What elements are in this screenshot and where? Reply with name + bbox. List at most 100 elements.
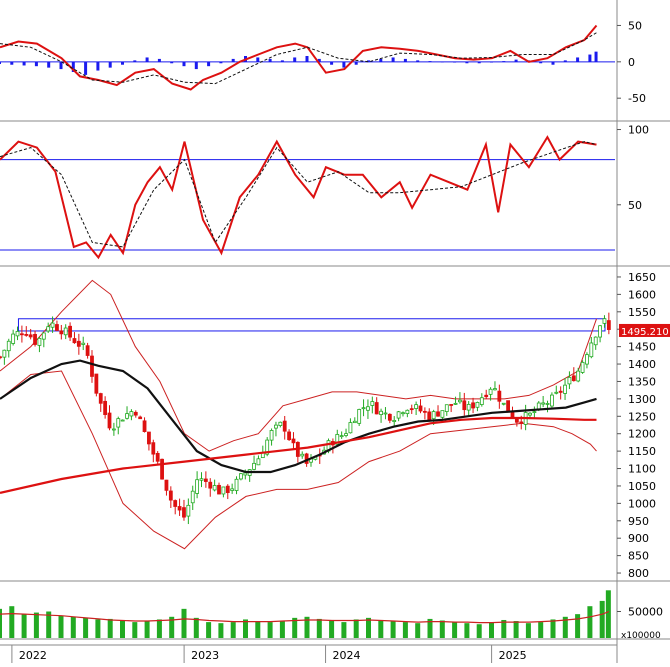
macd-hist-bar [576, 57, 580, 62]
volume-bar [439, 620, 445, 638]
ytick-label-price: 1150 [628, 445, 656, 458]
candle-body [164, 479, 169, 491]
candle-body [151, 442, 156, 455]
candle-body [602, 318, 607, 324]
candle-body [585, 354, 589, 365]
candle-body [2, 349, 7, 358]
candle-body [484, 394, 489, 398]
volume-bar [605, 590, 611, 638]
macd-hist-bar [490, 61, 493, 63]
candle-body [348, 422, 353, 434]
volume-bar [513, 621, 519, 638]
candle-body [405, 409, 410, 414]
ytick-label-price: 1100 [628, 463, 656, 476]
candle-body [173, 500, 178, 507]
candle-body [379, 410, 383, 415]
x-axis-label: 2022 [19, 649, 47, 662]
volume-bar [378, 619, 384, 638]
macd-hist-bar [477, 61, 481, 64]
candle-body [20, 333, 24, 336]
candle-body [81, 342, 86, 345]
candle-body [453, 402, 458, 405]
candle-body [168, 490, 173, 501]
candle-body [63, 327, 68, 336]
ytick-label-price: 1350 [628, 375, 656, 388]
candle-body [129, 411, 134, 417]
macd-hist-bar [354, 61, 358, 65]
candle-body [598, 325, 602, 338]
candle-body [24, 334, 29, 336]
candle-body [28, 334, 33, 338]
candle-body [291, 438, 296, 444]
candle-body [545, 403, 550, 405]
candle-body [195, 479, 200, 494]
macd-hist-bar [256, 57, 260, 62]
candle-body [554, 391, 559, 394]
candle-body [357, 409, 362, 424]
candle-body [15, 331, 20, 337]
candle-body [98, 393, 103, 404]
macd-hist-bar [84, 61, 88, 75]
macd-hist-bar [416, 60, 420, 62]
candle-body [401, 412, 405, 415]
candle-body [550, 394, 554, 407]
candle-body [567, 376, 572, 385]
candle-body [396, 411, 401, 419]
volume-bar [230, 622, 236, 638]
candle-body [217, 484, 221, 495]
volume-bar [562, 616, 568, 638]
macd-hist-bar [47, 61, 51, 68]
ytick-label-price: 1600 [628, 288, 656, 301]
volume-bar [415, 623, 421, 638]
candle-body [339, 435, 344, 438]
candle-body [479, 397, 484, 405]
candle-body [282, 420, 287, 432]
volume-bar [550, 619, 556, 638]
volume-bar [70, 616, 76, 638]
candle-body [418, 405, 423, 412]
ytick-label-price: 900 [628, 532, 649, 545]
volume-bar [255, 621, 261, 638]
ytick-label-price: 1550 [628, 306, 656, 319]
candle-body [41, 332, 46, 340]
macd-hist-bar [157, 58, 161, 62]
macd-hist-bar [502, 61, 506, 62]
candle-body [147, 431, 151, 445]
ytick-label-price: 1250 [628, 410, 656, 423]
macd-hist-bar [96, 61, 100, 71]
candle-body [274, 424, 278, 429]
ytick-label-price: 1400 [628, 358, 656, 371]
candle-body [571, 375, 576, 382]
macd-hist-bar [514, 59, 518, 62]
candle-body [387, 413, 392, 421]
candle-body [440, 410, 445, 418]
macd-hist-bar [305, 56, 309, 62]
candle-body [466, 403, 471, 411]
macd-hist-bar [379, 58, 383, 62]
macd-hist-bar [280, 60, 284, 62]
candle-body [383, 412, 388, 415]
volume-bar [402, 622, 408, 638]
macd-hist-bar [428, 61, 432, 62]
candle-body [576, 370, 581, 382]
macd-hist-bar [440, 61, 444, 63]
candle-body [501, 402, 506, 405]
candle-body [558, 390, 563, 393]
price-ma_long-line [0, 416, 597, 494]
candle-body [142, 420, 147, 432]
macd-hist-bar [231, 58, 235, 62]
candle-body [0, 356, 2, 359]
candle-body [199, 478, 204, 481]
macd-hist-bar [403, 58, 407, 62]
volume-bar [501, 619, 507, 638]
volume-bar [476, 624, 482, 638]
ytick-label-price: 1050 [628, 480, 656, 493]
macd-signal-line [0, 32, 597, 85]
candle-body [497, 390, 502, 402]
candle-body [182, 507, 186, 518]
ytick-label-price: 1450 [628, 341, 656, 354]
ytick-label-stochastic: 100 [628, 124, 649, 137]
macd-hist-bar [594, 51, 598, 62]
